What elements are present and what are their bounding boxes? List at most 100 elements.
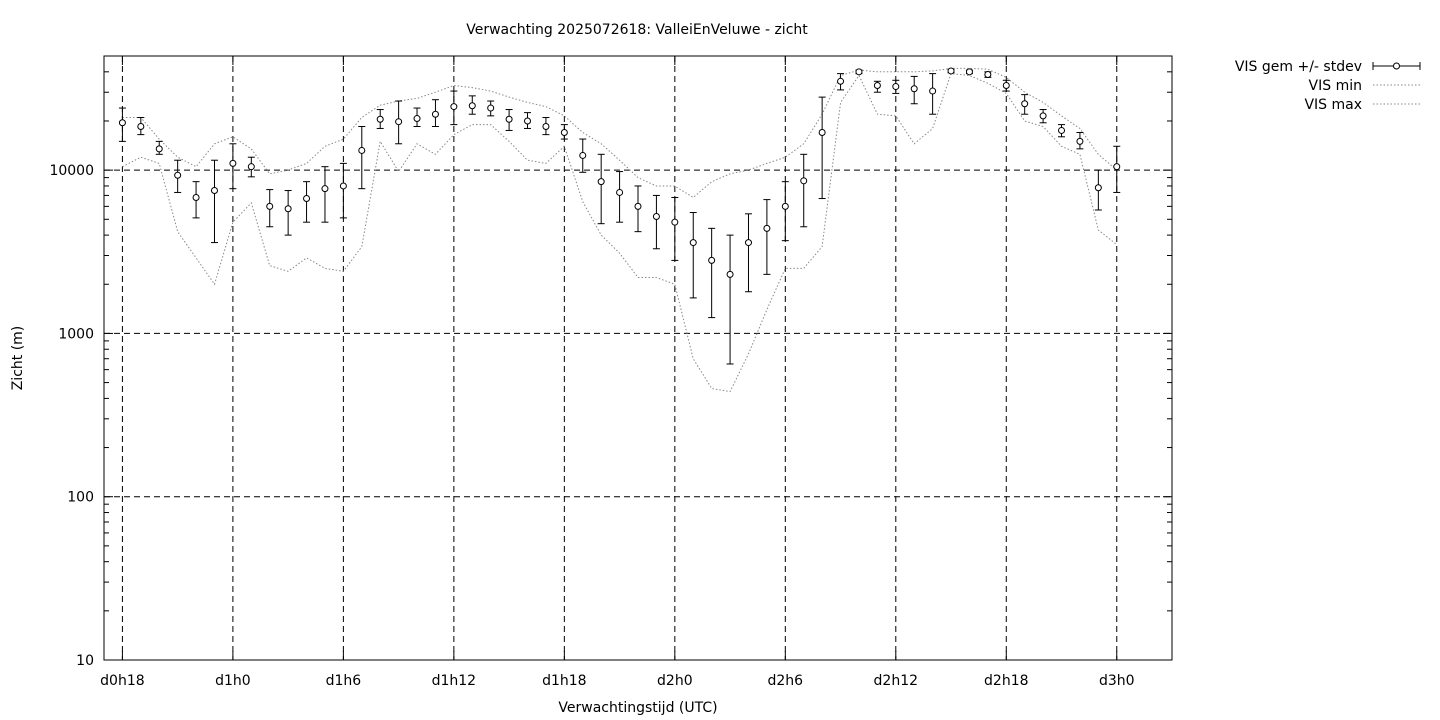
error-bar-point [303, 181, 311, 223]
error-bar-point [229, 143, 237, 190]
chart-title: Verwachting 2025072618: ValleiEnVeluwe -… [466, 22, 808, 38]
mean-point [837, 77, 845, 85]
mean-point [487, 104, 495, 112]
mean-point [965, 68, 973, 76]
mean-point [873, 81, 881, 89]
axis-ticks: d0h18 d1h0 d1h6 d1h12 d1h18 d2h0 d2h6 d2h12 d2h1… [49, 55, 1172, 689]
error-bar-point [192, 181, 200, 219]
error-bar-point [984, 71, 992, 79]
vis-max-line [122, 73, 1118, 393]
mean-point [560, 129, 568, 137]
error-bar-point [1039, 109, 1047, 124]
legend-label: VIS max [1304, 97, 1362, 113]
plot-frame [103, 55, 1173, 661]
mean-point [892, 83, 900, 91]
error-bar-point [634, 185, 642, 233]
x-tick-label: d1h0 [215, 673, 251, 689]
mean-point [450, 103, 458, 111]
legend-label: VIS gem +/- stdev [1235, 59, 1362, 75]
error-bar-point [450, 90, 458, 126]
x-tick-label: d2h6 [768, 673, 804, 689]
error-bar-point [395, 100, 403, 145]
mean-point [247, 163, 255, 171]
mean-point [984, 71, 992, 79]
error-bar-point [118, 107, 126, 142]
mean-point [1076, 137, 1084, 145]
error-bar-point [339, 162, 347, 219]
mean-point [781, 202, 789, 210]
error-bar-point [1021, 94, 1029, 115]
x-tick-label: d2h18 [984, 673, 1028, 689]
error-bar-point [174, 159, 182, 193]
x-tick-label: d2h12 [874, 673, 918, 689]
mean-point [284, 205, 292, 213]
mean-point [1021, 100, 1029, 108]
mean-point [468, 102, 476, 110]
error-bar-point [266, 189, 274, 228]
mean-point [671, 218, 679, 226]
mean-point [431, 110, 439, 118]
mean-point [1058, 126, 1066, 134]
error-bar-point [818, 96, 826, 200]
error-bar-point [800, 153, 808, 228]
error-bar-point [947, 67, 955, 75]
mean-point [1002, 81, 1010, 89]
error-bar-point [524, 112, 532, 129]
mean-point [524, 117, 532, 125]
error-bar-point [155, 140, 163, 155]
mean-point [266, 202, 274, 210]
error-bar-point [1076, 132, 1084, 150]
mean-point [689, 239, 697, 247]
x-tick-label: d2h0 [657, 673, 693, 689]
error-bar-point [781, 181, 789, 242]
mean-point [855, 68, 863, 76]
grid-lines [104, 56, 1172, 660]
error-bar-point [1094, 169, 1102, 211]
error-bar-point [929, 73, 937, 115]
error-bar-point [616, 171, 624, 223]
mean-point [376, 115, 384, 123]
x-axis-label: Verwachtingstijd (UTC) [558, 700, 717, 716]
error-bar-point [597, 153, 605, 225]
x-tick-label: d3h0 [1099, 673, 1135, 689]
series-layer [118, 67, 1121, 393]
legend-label: VIS min [1309, 78, 1362, 94]
error-bar-point [505, 109, 513, 131]
error-bar-point [671, 196, 679, 261]
x-tick-label: d0h18 [100, 673, 144, 689]
mean-point [1039, 112, 1047, 120]
mean-point [910, 85, 918, 93]
error-bar-point [137, 117, 145, 136]
error-bar-point [744, 213, 752, 293]
mean-point [634, 202, 642, 210]
mean-point [708, 256, 716, 264]
error-bar-point [1113, 145, 1121, 193]
error-bar-point [689, 212, 697, 299]
x-tick-label: d1h6 [326, 673, 362, 689]
legend-swatch-point [1393, 62, 1400, 70]
mean-point [118, 119, 126, 127]
mean-point [744, 239, 752, 247]
mean-point [155, 145, 163, 153]
error-bar-point [321, 166, 329, 223]
y-tick-label: 100 [67, 490, 94, 506]
mean-point [210, 187, 218, 195]
error-bar-point [652, 194, 660, 250]
error-bar-point [763, 199, 771, 275]
mean-point [597, 178, 605, 186]
mean-point [505, 115, 513, 123]
mean-point [321, 185, 329, 193]
error-bar-point [431, 99, 439, 128]
error-bar-point [579, 138, 587, 173]
error-bar-point [247, 156, 255, 178]
mean-point [339, 182, 347, 190]
legend: VIS gem +/- stdev VIS min VIS max [1235, 59, 1421, 113]
mean-point [1113, 163, 1121, 171]
error-bar-point [837, 73, 845, 91]
mean-point [413, 115, 421, 123]
mean-point [1094, 184, 1102, 192]
mean-point [726, 270, 734, 278]
error-bar-point [965, 68, 973, 76]
mean-point [616, 188, 624, 196]
